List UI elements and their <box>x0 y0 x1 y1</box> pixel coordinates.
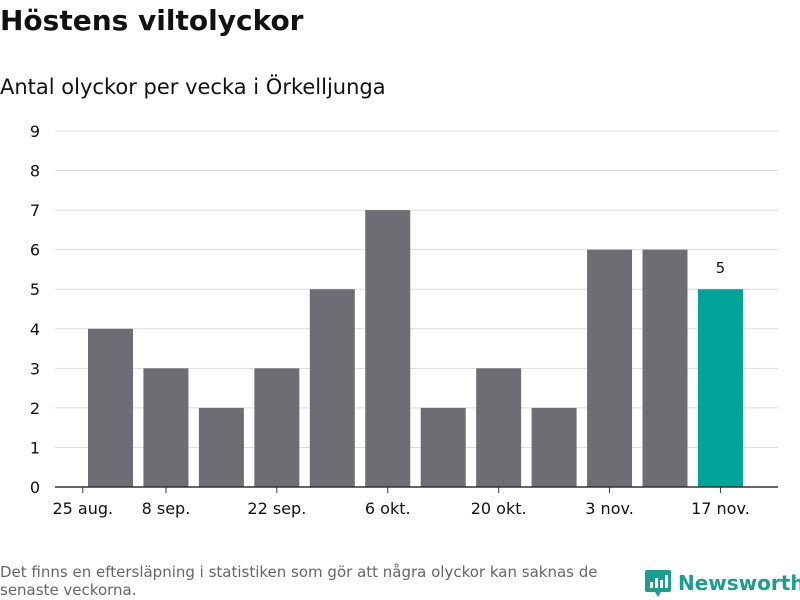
x-tick-label-1: 8 sep. <box>142 499 191 518</box>
bar-5 <box>365 210 411 487</box>
y-tick-label-9: 9 <box>30 122 40 141</box>
y-tick-label-3: 3 <box>30 359 40 378</box>
bar-8 <box>531 407 577 487</box>
bar-4 <box>309 289 355 487</box>
brand: Newsworthy <box>644 568 800 598</box>
bar-10 <box>642 249 688 487</box>
data-label-11: 5 <box>716 259 726 277</box>
y-tick-label-1: 1 <box>30 438 40 457</box>
y-axis-labels: 0 1 2 3 4 5 6 7 8 9 <box>30 122 40 497</box>
newsworthy-logo-icon <box>645 570 671 597</box>
y-tick-label-5: 5 <box>30 280 40 299</box>
bar-chart: 0 1 2 3 4 5 6 7 8 9 25 aug. 8 sep. 22 sep. 6 okt. 20 … <box>30 122 778 518</box>
y-tick-label-4: 4 <box>30 320 40 339</box>
bar-0 <box>88 328 133 487</box>
bar-7 <box>476 368 522 487</box>
y-tick-label-6: 6 <box>30 241 40 260</box>
bar-11 <box>697 289 743 487</box>
bar-2 <box>198 407 244 487</box>
y-tick-label-2: 2 <box>30 399 40 418</box>
x-tick-label-4: 20 okt. <box>471 499 527 518</box>
bars <box>88 210 743 487</box>
x-axis-labels: 25 aug. 8 sep. 22 sep. 6 okt. 20 okt. 3 nov. 1… <box>52 499 749 518</box>
x-tick-label-2: 22 sep. <box>247 499 306 518</box>
y-tick-label-0: 0 <box>30 478 40 497</box>
bar-3 <box>254 368 300 487</box>
data-labels: 5 <box>716 259 726 277</box>
y-tick-label-7: 7 <box>30 201 40 220</box>
x-axis <box>55 486 778 493</box>
brand-name: Newsworthy <box>678 571 800 595</box>
x-tick-label-6: 17 nov. <box>691 499 750 518</box>
bar-9 <box>587 249 633 487</box>
x-tick-label-0: 25 aug. <box>52 499 113 518</box>
x-tick-label-3: 6 okt. <box>365 499 411 518</box>
footnote: Det finns en eftersläpning i statistiken… <box>0 563 598 599</box>
bar-1 <box>143 368 189 487</box>
y-tick-label-8: 8 <box>30 162 40 181</box>
chart-title: Höstens viltolyckor <box>0 4 304 37</box>
x-tick-label-5: 3 nov. <box>585 499 634 518</box>
chart-subtitle: Antal olyckor per vecka i Örkelljunga <box>0 75 386 99</box>
bar-6 <box>420 407 466 487</box>
